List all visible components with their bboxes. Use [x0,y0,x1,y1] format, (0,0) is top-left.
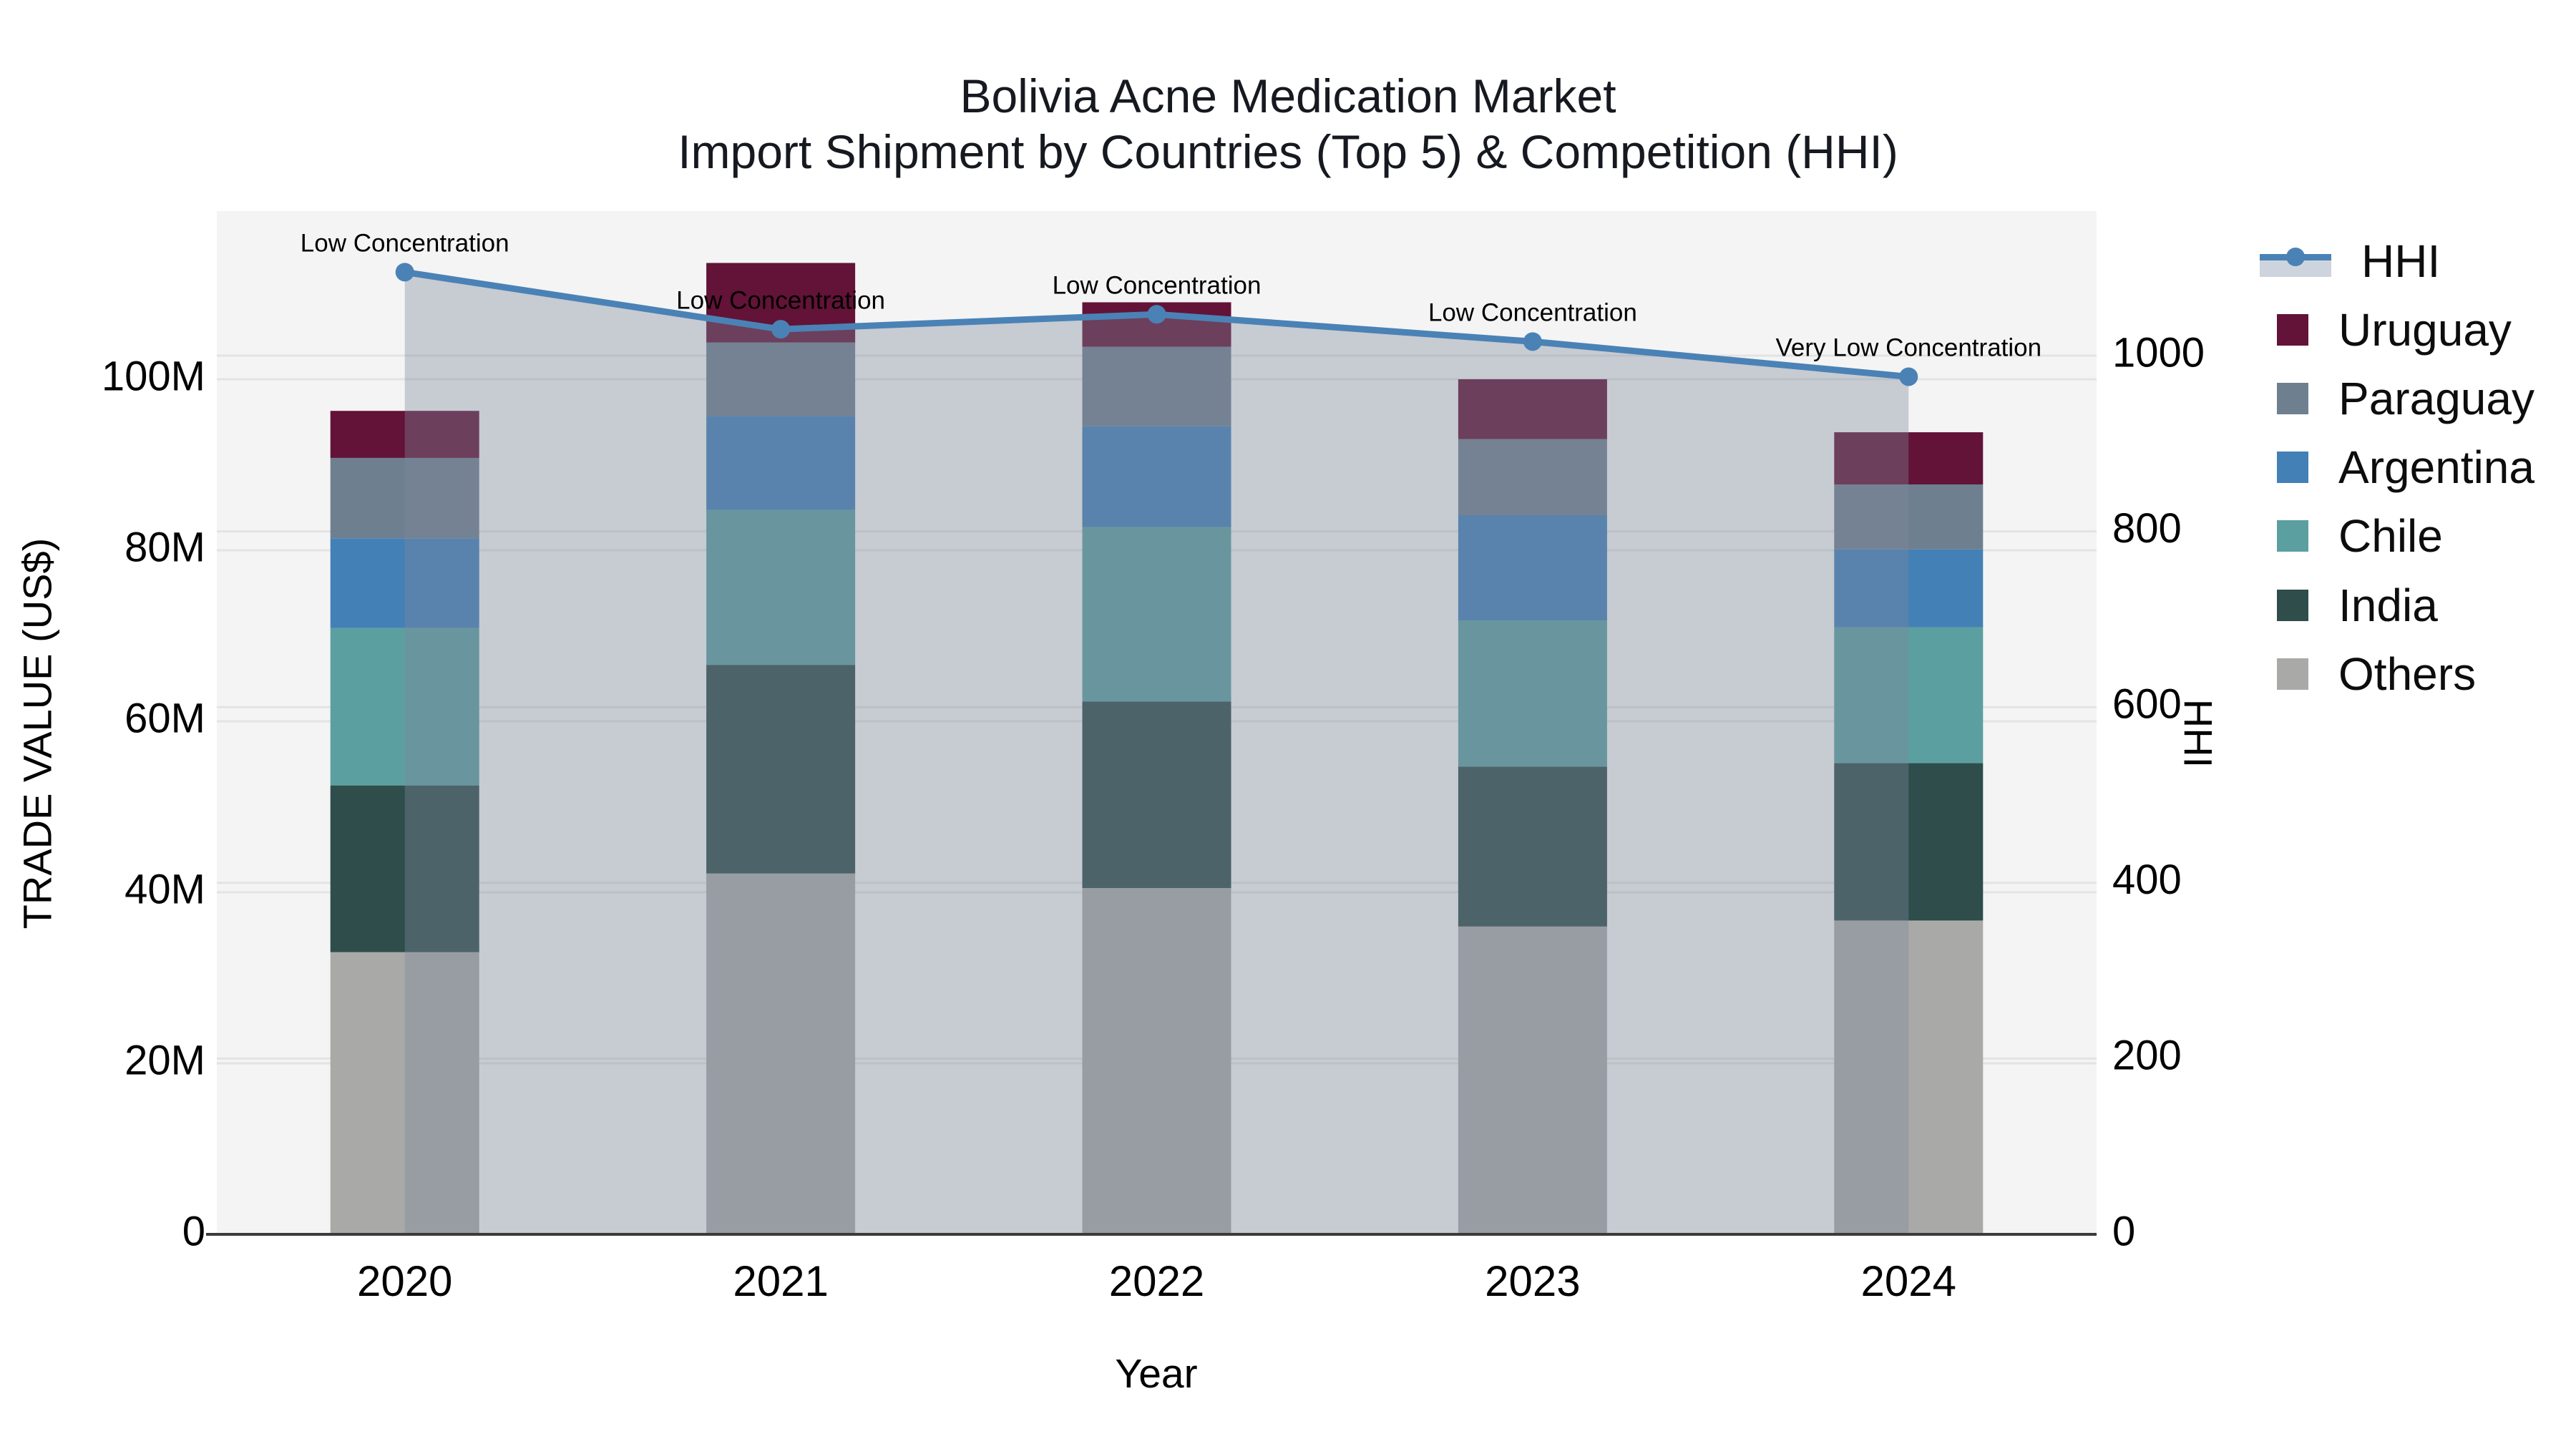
hhi-annotation-2024: Very Low Concentration [1775,334,2041,362]
hhi-marker-2020[interactable] [395,263,414,282]
bar-segment-others-2022[interactable] [1082,888,1231,1234]
y-left-tick-40M: 40M [125,866,205,912]
y-right-tick-0: 0 [2112,1208,2135,1254]
bar-segment-india-2023[interactable] [1458,766,1607,927]
legend-item-others[interactable]: Others [2254,648,2477,700]
bar-segment-chile-2023[interactable] [1458,620,1607,767]
hhi-marker-2021[interactable] [771,320,791,339]
bar-segment-others-2024[interactable] [1834,920,1984,1234]
hhi-line-swatch-icon [2260,245,2331,277]
bar-segment-chile-2022[interactable] [1082,527,1231,702]
x-tick-2022: 2022 [1109,1257,1204,1305]
legend-item-paraguay[interactable]: Paraguay [2254,373,2534,424]
legend-item-argentina[interactable]: Argentina [2254,441,2534,493]
bar-segment-india-2020[interactable] [330,785,479,952]
bar-segment-others-2021[interactable] [706,873,856,1234]
legend-swatch-icon [2277,520,2308,552]
y-left-tick-60M: 60M [125,695,205,741]
legend-swatch-icon [2277,590,2308,621]
legend-label: HHI [2361,235,2441,287]
bar-segment-argentina-2021[interactable] [706,416,856,510]
hhi-annotation-2020: Low Concentration [301,230,509,258]
bar-segment-india-2022[interactable] [1082,701,1231,889]
bar-segment-argentina-2020[interactable] [330,538,479,628]
legend-label: Uruguay [2338,304,2512,356]
x-tick-2023: 2023 [1485,1257,1580,1305]
legend-label: Argentina [2338,441,2534,493]
legend-swatch-icon [2277,658,2308,690]
legend-item-hhi[interactable]: HHI [2254,235,2441,287]
hhi-area-fill [404,272,1909,1235]
bar-segment-india-2021[interactable] [706,665,856,874]
chart-title-line1: Bolivia Acne Medication Market [960,69,1616,122]
bar-segment-uruguay-2023[interactable] [1458,379,1607,439]
hhi-marker-2022[interactable] [1147,305,1166,324]
bar-segment-paraguay-2020[interactable] [330,457,479,539]
bar-segment-paraguay-2021[interactable] [706,342,856,416]
x-tick-2020: 2020 [357,1257,452,1305]
y-right-tick-400: 400 [2112,857,2182,903]
hhi-annotation-2022: Low Concentration [1053,272,1262,300]
bar-segment-others-2023[interactable] [1458,926,1607,1234]
legend-item-chile[interactable]: Chile [2254,510,2443,562]
legend-swatch-icon [2277,452,2308,483]
legend-item-uruguay[interactable]: Uruguay [2254,304,2512,356]
legend-label: Paraguay [2338,373,2534,424]
y-left-tick-100M: 100M [102,353,205,399]
bar-segment-chile-2020[interactable] [330,628,479,786]
bar-segment-argentina-2024[interactable] [1834,549,1984,628]
bar-segment-argentina-2023[interactable] [1458,515,1607,620]
hhi-annotation-2023: Low Concentration [1428,299,1637,327]
bar-segment-uruguay-2024[interactable] [1834,432,1984,484]
bar-segment-india-2024[interactable] [1834,763,1984,921]
y-right-tick-600: 600 [2112,681,2182,728]
y-left-tick-0: 0 [182,1208,205,1254]
legend-swatch-icon [2277,314,2308,346]
legend-label: Chile [2338,510,2443,562]
bar-segment-paraguay-2023[interactable] [1458,439,1607,516]
chart-title-line2: Import Shipment by Countries (Top 5) & C… [678,125,1898,178]
bar-segment-paraguay-2024[interactable] [1834,484,1984,550]
legend-label: Others [2338,648,2477,700]
y-right-tick-800: 800 [2112,505,2182,552]
y-right-tick-1000: 1000 [2112,329,2205,376]
bar-segment-uruguay-2020[interactable] [330,411,479,458]
y-left-tick-20M: 20M [125,1037,205,1083]
x-axis-title: Year [1115,1351,1198,1397]
hhi-marker-2023[interactable] [1523,332,1542,351]
bar-segment-others-2020[interactable] [330,952,479,1234]
legend-swatch-icon [2277,383,2308,414]
bar-segment-chile-2024[interactable] [1834,627,1984,763]
x-tick-2021: 2021 [733,1257,828,1305]
bar-segment-argentina-2022[interactable] [1082,426,1231,527]
bar-segment-chile-2021[interactable] [706,509,856,665]
hhi-annotation-2021: Low Concentration [676,286,885,314]
bar-segment-paraguay-2022[interactable] [1082,346,1231,426]
y-left-tick-80M: 80M [125,524,205,570]
legend-label: India [2338,580,2438,631]
y-right-tick-200: 200 [2112,1033,2182,1079]
x-tick-2024: 2024 [1861,1257,1956,1305]
legend-item-india[interactable]: India [2254,580,2438,631]
hhi-marker-2024[interactable] [1899,367,1918,386]
